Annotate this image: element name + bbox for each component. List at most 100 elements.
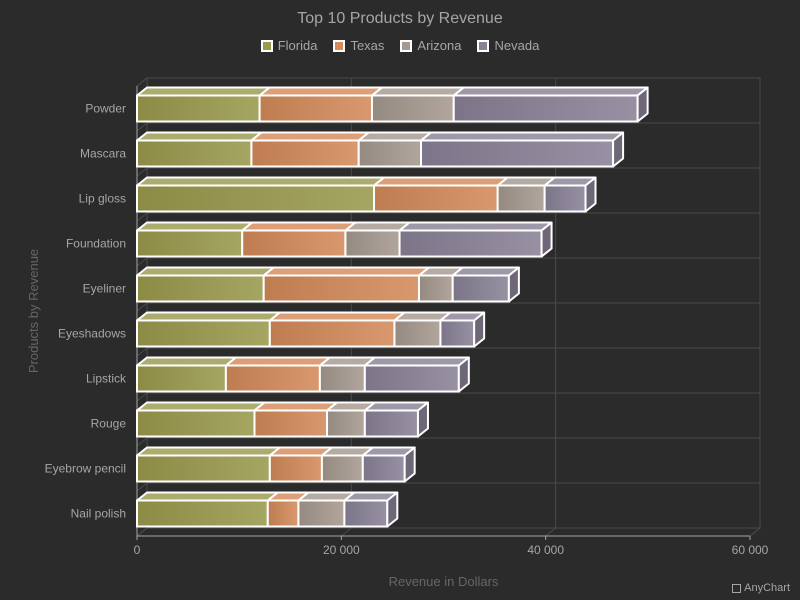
bar-front	[136, 139, 253, 168]
grid-line-v-floor	[545, 527, 556, 537]
bar-top	[250, 131, 370, 142]
bar-segment[interactable]	[268, 311, 406, 348]
bar-segment[interactable]	[398, 221, 553, 258]
legend-item[interactable]: Florida	[260, 38, 317, 53]
grid-line-h-side	[136, 122, 148, 132]
grid-line-h-side	[136, 77, 148, 87]
legend-item[interactable]: Arizona	[400, 38, 461, 53]
grid-line-v-floor	[136, 527, 148, 537]
bar-front	[136, 94, 261, 123]
bar-segment[interactable]	[224, 356, 331, 393]
bar-segment[interactable]	[136, 86, 271, 123]
bar-end-cap	[473, 311, 486, 348]
bar-front	[297, 499, 346, 528]
bar-segment[interactable]	[262, 266, 430, 303]
y-axis-title: Products by Revenue	[26, 249, 41, 373]
bar-end-cap	[507, 266, 520, 303]
bar-segment[interactable]	[241, 221, 357, 258]
bar-segment[interactable]	[136, 356, 237, 393]
bar-top	[420, 131, 625, 142]
bar-top	[136, 356, 237, 367]
bar-segment[interactable]	[136, 446, 281, 483]
bar-front	[357, 139, 423, 168]
bar-front	[370, 94, 455, 123]
bar-front	[136, 454, 271, 483]
bar-segment[interactable]	[136, 176, 386, 213]
bar-front	[250, 139, 360, 168]
bar-front	[417, 274, 454, 303]
y-category-label: Eyeshadows	[58, 327, 126, 341]
grid-line-h-side	[136, 437, 148, 447]
plot-floor	[135, 527, 762, 537]
bar-top	[370, 86, 465, 97]
bar-end-cap	[584, 176, 597, 213]
bar-top	[136, 401, 266, 412]
bar-end-cap	[457, 356, 470, 393]
bar-end-cap	[540, 221, 553, 258]
y-category-label: Nail polish	[71, 507, 126, 521]
bar-top	[224, 356, 331, 367]
bar-top	[136, 86, 271, 97]
bar-segment[interactable]	[451, 266, 520, 303]
bar-segment[interactable]	[297, 491, 356, 528]
bar-segment[interactable]	[136, 131, 263, 168]
bar-segment[interactable]	[136, 491, 279, 528]
y-category-label: Eyebrow pencil	[45, 462, 126, 476]
bar-segment[interactable]	[363, 401, 429, 438]
bar-segment[interactable]	[253, 401, 339, 438]
chart-icon	[732, 583, 742, 593]
legend-swatch	[260, 39, 273, 52]
grid-line-h-side	[136, 347, 148, 357]
legend-swatch	[333, 39, 346, 52]
bar-segment[interactable]	[363, 356, 470, 393]
bar-segment[interactable]	[136, 221, 254, 258]
bar-end-cap	[636, 86, 649, 123]
bar-front	[262, 274, 420, 303]
bar-front	[253, 409, 329, 438]
bar-segment[interactable]	[370, 86, 465, 123]
bar-front	[266, 499, 300, 528]
bar-segment[interactable]	[373, 176, 509, 213]
bar-front	[326, 409, 366, 438]
legend-item[interactable]: Texas	[333, 38, 384, 53]
bar-segment[interactable]	[136, 266, 275, 303]
bar-segment[interactable]	[136, 401, 266, 438]
grid-line-h-side	[136, 392, 148, 402]
bar-front	[398, 229, 543, 258]
legend-item[interactable]: Nevada	[477, 38, 539, 53]
bar-top	[258, 86, 383, 97]
bar-front	[363, 364, 460, 393]
bar-segment[interactable]	[420, 131, 625, 168]
bar-segment[interactable]	[393, 311, 452, 348]
bar-front	[258, 94, 373, 123]
bar-segment[interactable]	[258, 86, 383, 123]
bar-segment[interactable]	[250, 131, 370, 168]
bar-top	[357, 131, 433, 142]
bar-top	[398, 221, 553, 232]
bar-front	[344, 229, 401, 258]
bar-front	[373, 184, 499, 213]
bar-segment[interactable]	[439, 311, 486, 348]
bar-segment[interactable]	[268, 446, 333, 483]
credits[interactable]: AnyChart	[732, 582, 790, 594]
y-category-label: Lipstick	[86, 372, 127, 386]
bar-end-cap	[386, 491, 399, 528]
y-category-label: Lip gloss	[79, 192, 126, 206]
bar-front	[136, 319, 271, 348]
bar-front	[343, 499, 389, 528]
bar-top	[136, 266, 275, 277]
bar-end-cap	[612, 131, 625, 168]
bar-segment[interactable]	[344, 221, 411, 258]
grid-line-h-side	[136, 212, 148, 222]
bar-front	[268, 319, 396, 348]
bar-segment[interactable]	[266, 491, 310, 528]
bar-front	[361, 454, 406, 483]
bar-top	[268, 311, 406, 322]
bar-top	[363, 356, 470, 367]
grid-line-h-side	[136, 482, 148, 492]
bar-segment[interactable]	[496, 176, 556, 213]
legend-label: Arizona	[417, 38, 462, 53]
bar-segment[interactable]	[136, 311, 281, 348]
bar-segment[interactable]	[452, 86, 649, 123]
bar-end-cap	[416, 401, 429, 438]
